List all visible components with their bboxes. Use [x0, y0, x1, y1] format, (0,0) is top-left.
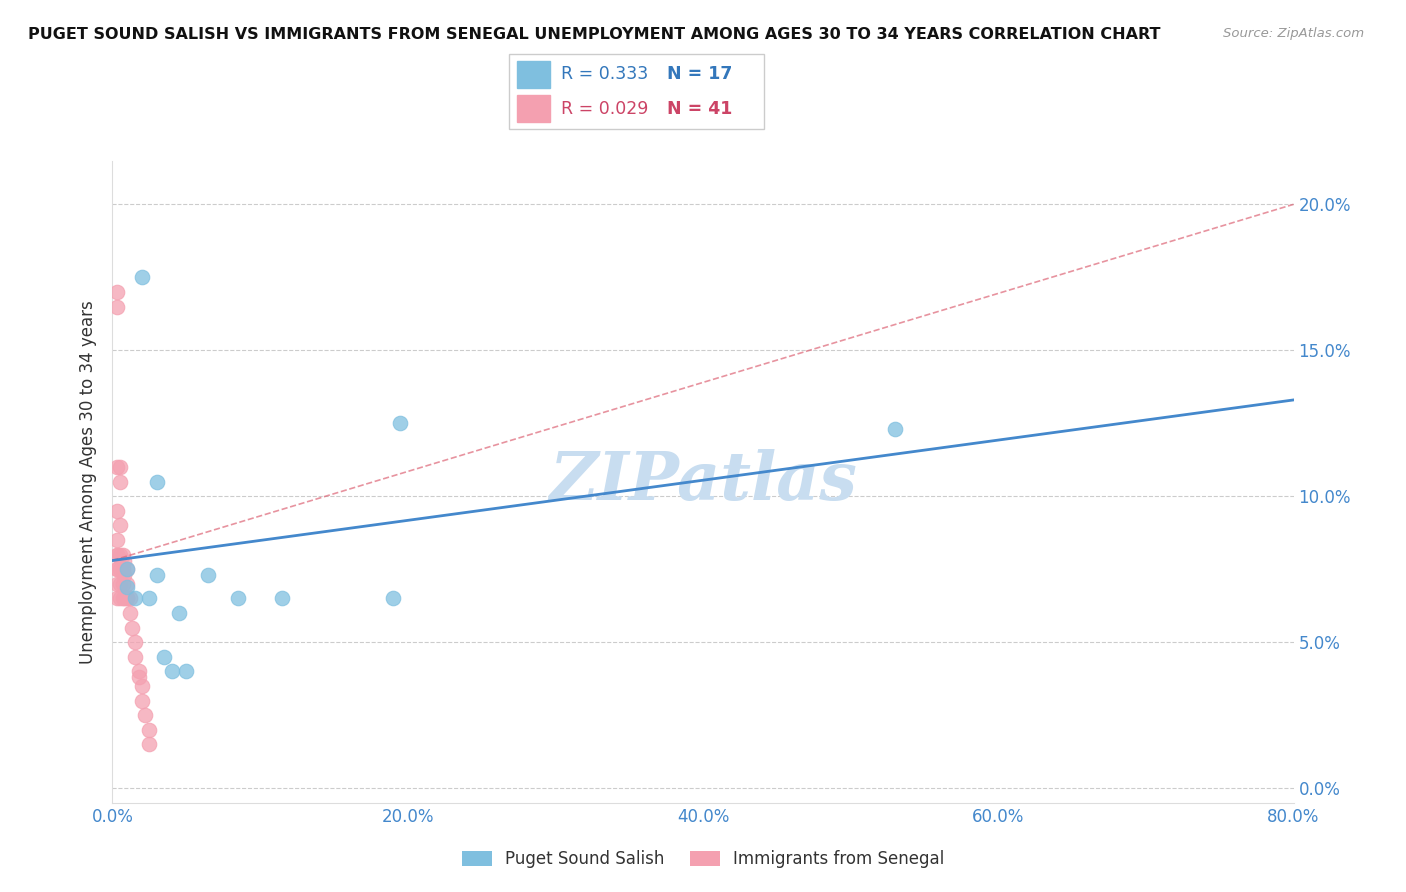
- Point: [146, 568, 169, 582]
- Text: N = 17: N = 17: [668, 65, 733, 83]
- Point: [884, 422, 907, 436]
- Point: [271, 591, 294, 606]
- Point: [105, 504, 128, 518]
- Point: [197, 568, 219, 582]
- Point: [120, 606, 142, 620]
- Point: [111, 591, 134, 606]
- Point: [124, 635, 146, 649]
- Point: [138, 738, 160, 752]
- Point: [111, 562, 134, 576]
- Point: [131, 679, 153, 693]
- Point: [138, 591, 160, 606]
- Point: [112, 553, 135, 567]
- Point: [174, 665, 197, 679]
- Point: [382, 591, 405, 606]
- Point: [146, 475, 169, 489]
- Point: [105, 285, 128, 299]
- Point: [134, 708, 156, 723]
- Point: [160, 665, 183, 679]
- Point: [153, 649, 176, 664]
- Point: [112, 591, 135, 606]
- Point: [131, 270, 153, 285]
- Point: [120, 591, 142, 606]
- Point: [117, 591, 138, 606]
- FancyBboxPatch shape: [516, 95, 550, 122]
- Point: [226, 591, 249, 606]
- Point: [105, 300, 128, 314]
- Point: [108, 518, 131, 533]
- Point: [112, 568, 135, 582]
- Y-axis label: Unemployment Among Ages 30 to 34 years: Unemployment Among Ages 30 to 34 years: [79, 300, 97, 664]
- Point: [105, 548, 128, 562]
- Point: [108, 548, 131, 562]
- Point: [105, 548, 128, 562]
- Point: [128, 665, 150, 679]
- Text: PUGET SOUND SALISH VS IMMIGRANTS FROM SENEGAL UNEMPLOYMENT AMONG AGES 30 TO 34 Y: PUGET SOUND SALISH VS IMMIGRANTS FROM SE…: [28, 27, 1160, 42]
- Text: Source: ZipAtlas.com: Source: ZipAtlas.com: [1223, 27, 1364, 40]
- Legend: Puget Sound Salish, Immigrants from Senegal: Puget Sound Salish, Immigrants from Sene…: [456, 844, 950, 875]
- Text: N = 41: N = 41: [668, 100, 733, 118]
- Point: [124, 591, 146, 606]
- Point: [117, 591, 138, 606]
- Point: [108, 562, 131, 576]
- Point: [105, 591, 128, 606]
- Point: [389, 417, 412, 431]
- Point: [121, 621, 143, 635]
- Point: [108, 591, 131, 606]
- Text: R = 0.333: R = 0.333: [561, 65, 648, 83]
- Point: [117, 562, 138, 576]
- Text: R = 0.029: R = 0.029: [561, 100, 648, 118]
- Point: [111, 548, 134, 562]
- Point: [111, 577, 134, 591]
- Point: [108, 475, 131, 489]
- FancyBboxPatch shape: [509, 54, 763, 128]
- Point: [167, 606, 190, 620]
- Point: [105, 562, 128, 576]
- Point: [108, 577, 131, 591]
- Point: [138, 723, 160, 737]
- Text: ZIPatlas: ZIPatlas: [550, 450, 856, 514]
- Point: [117, 577, 138, 591]
- Point: [105, 533, 128, 547]
- Point: [131, 693, 153, 707]
- Point: [105, 562, 128, 576]
- Point: [108, 460, 131, 475]
- Point: [117, 580, 138, 594]
- Point: [105, 460, 128, 475]
- FancyBboxPatch shape: [516, 62, 550, 87]
- Point: [105, 577, 128, 591]
- Point: [117, 562, 138, 576]
- Point: [128, 670, 150, 684]
- Point: [124, 649, 146, 664]
